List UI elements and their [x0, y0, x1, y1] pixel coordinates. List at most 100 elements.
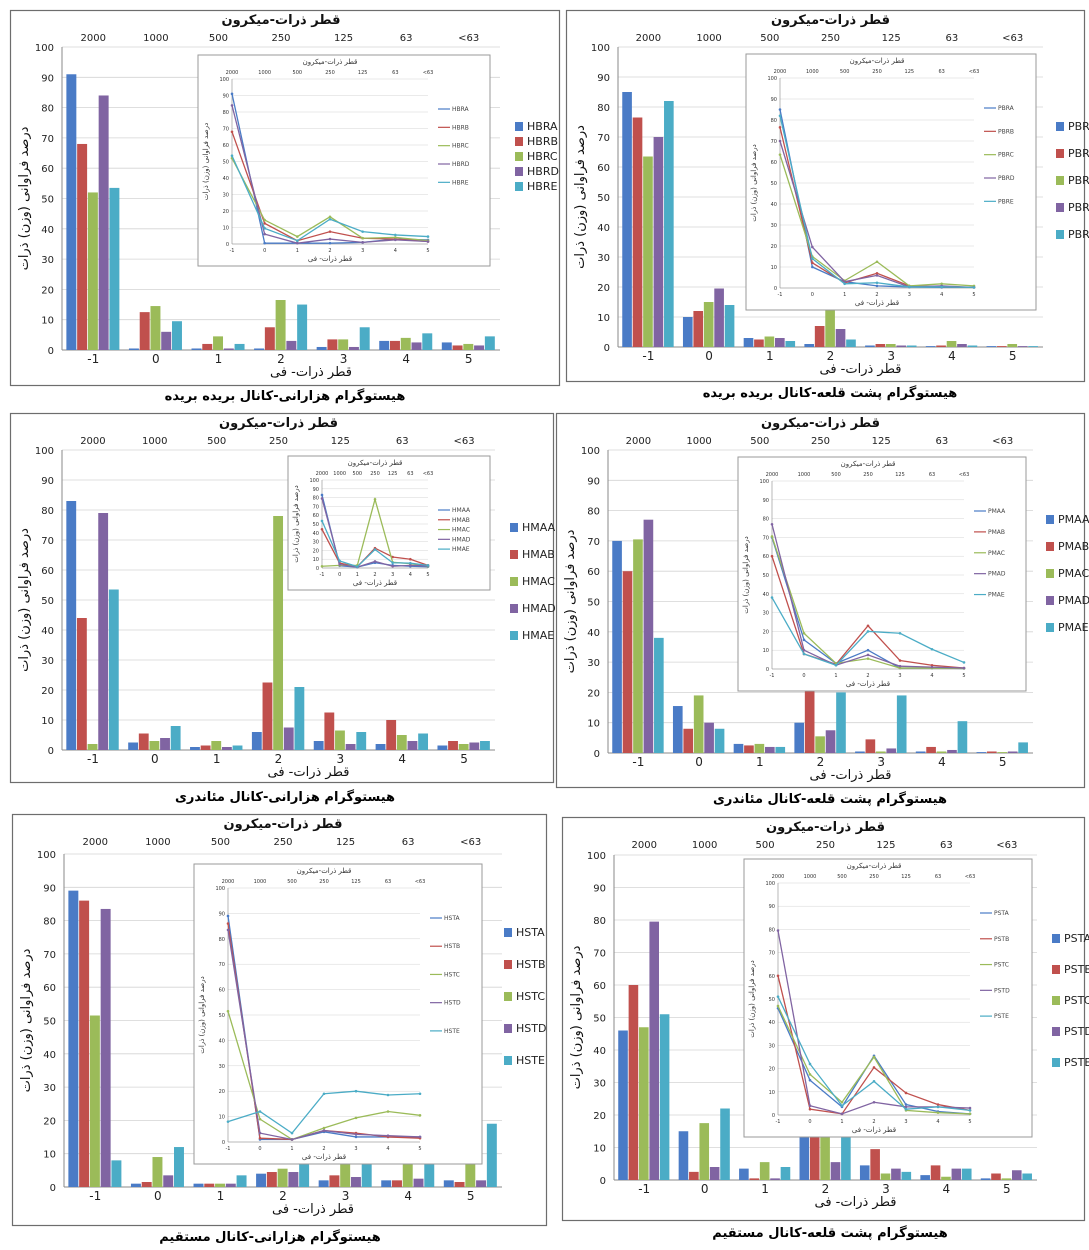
legend-swatch: [510, 550, 518, 559]
bar: [89, 1015, 100, 1187]
bar: [920, 1175, 930, 1180]
inset-point: [226, 928, 230, 932]
y-tick-label: 90: [593, 884, 606, 895]
legend-swatch: [504, 1056, 512, 1065]
bar: [283, 727, 294, 750]
bar: [452, 345, 463, 350]
inset-x-tick: 1: [290, 1146, 293, 1152]
bar: [901, 1171, 912, 1180]
y-tick-label: 80: [41, 104, 54, 115]
y-tick-label: 90: [587, 476, 600, 487]
bar: [870, 1149, 880, 1180]
inset-y-tick: 40: [219, 1038, 225, 1044]
bar: [639, 1027, 649, 1180]
inset-point: [394, 238, 397, 242]
x-tick-label: 0: [152, 352, 160, 366]
bar: [329, 1175, 340, 1187]
x-tick-label: 2: [817, 755, 825, 769]
inset-top-tick: 1000: [804, 874, 817, 880]
top-tick-label: 2000: [80, 436, 105, 447]
bar: [622, 92, 632, 347]
bar: [1011, 1170, 1022, 1180]
y-tick-label: 60: [41, 566, 54, 577]
top-tick-label: 500: [750, 436, 769, 447]
legend-label: PMAA: [1058, 513, 1089, 526]
inset-y-tick: 20: [769, 1067, 775, 1073]
bar: [1007, 344, 1018, 347]
inset-x-tick: -1: [226, 1146, 231, 1152]
inset-y-tick: 90: [769, 904, 775, 910]
bar: [754, 339, 764, 347]
bar: [350, 1177, 361, 1187]
inset-point: [354, 1089, 358, 1093]
legend-label: PSTA: [1064, 932, 1089, 945]
bar: [724, 305, 735, 347]
bar: [830, 1162, 841, 1180]
bar: [275, 300, 286, 350]
x-tick-label: 5: [460, 752, 468, 766]
inset-x-tick: 0: [258, 1146, 261, 1152]
bar: [161, 331, 172, 350]
x-tick-label: 4: [402, 352, 410, 366]
inset-point: [296, 241, 299, 245]
inset-point: [778, 108, 782, 111]
inset-point: [778, 114, 782, 118]
inset-legend-label: HBRA: [452, 106, 470, 113]
inset-y-tick: 10: [769, 1090, 775, 1096]
inset-top-tick: 500: [293, 70, 303, 76]
bar: [1007, 751, 1018, 753]
inset-top-tick: 1000: [798, 472, 811, 478]
bar: [825, 309, 835, 347]
bar: [678, 1131, 689, 1180]
inset-top-tick: 2000: [226, 70, 239, 76]
inset-y-tick: 50: [769, 997, 775, 1003]
top-axis-title: قطر ذرات-میکرون: [219, 416, 338, 431]
inset-legend-label: PMAE: [988, 592, 1005, 599]
bar: [765, 746, 775, 753]
inset-legend-label: PBRC: [998, 152, 1014, 159]
inset-top-tick: 2000: [316, 471, 329, 477]
caption-hma: هیستوگرام هزارانی-کانال مئاندری: [174, 790, 396, 805]
inset-point: [776, 995, 780, 998]
bar: [780, 1167, 791, 1180]
inset-point: [968, 1112, 972, 1116]
top-tick-label: 500: [209, 33, 228, 44]
y-tick-label: 80: [593, 916, 606, 927]
inset-legend-label: PSTE: [994, 1013, 1009, 1020]
top-tick-label: 2000: [636, 33, 661, 44]
y-tick-label: 100: [581, 446, 600, 457]
top-tick-label: 1000: [143, 33, 168, 44]
inset-top-tick: <63: [959, 472, 970, 478]
legend-swatch: [1046, 596, 1054, 605]
bar: [236, 1175, 247, 1187]
bar: [643, 156, 653, 347]
inset-y-tick: 80: [313, 496, 319, 502]
inset-x-tick: 3: [908, 292, 911, 298]
inset-x-tick: 2: [872, 1119, 875, 1125]
x-tick-label: 3: [882, 1182, 890, 1196]
legend-swatch: [510, 523, 518, 532]
inset-point: [866, 648, 870, 652]
inset-point: [776, 1004, 780, 1008]
top-axis-title: قطر ذرات-میکرون: [221, 13, 340, 28]
bar: [709, 1167, 720, 1180]
inset-legend-label: PBRA: [998, 105, 1015, 112]
inset-top-tick: 250: [869, 874, 879, 880]
bar: [996, 346, 1007, 347]
inset-legend-label: PMAB: [988, 529, 1005, 536]
inset-legend-label: PBRE: [998, 198, 1014, 205]
y-tick-label: 40: [597, 223, 610, 234]
bar: [749, 1178, 760, 1180]
legend-label: HMAE: [522, 629, 554, 642]
inset-legend-label: HBRD: [452, 161, 470, 168]
top-tick-label: 1000: [692, 840, 717, 851]
bar: [400, 337, 411, 350]
y-tick-label: 90: [597, 73, 610, 84]
y-tick-label: 30: [41, 255, 54, 266]
top-tick-label: 1000: [686, 436, 711, 447]
inset-x-tick: 3: [361, 248, 364, 254]
inset-x-title: قطر ذرات- فی: [846, 680, 890, 688]
top-tick-label: 250: [816, 840, 835, 851]
